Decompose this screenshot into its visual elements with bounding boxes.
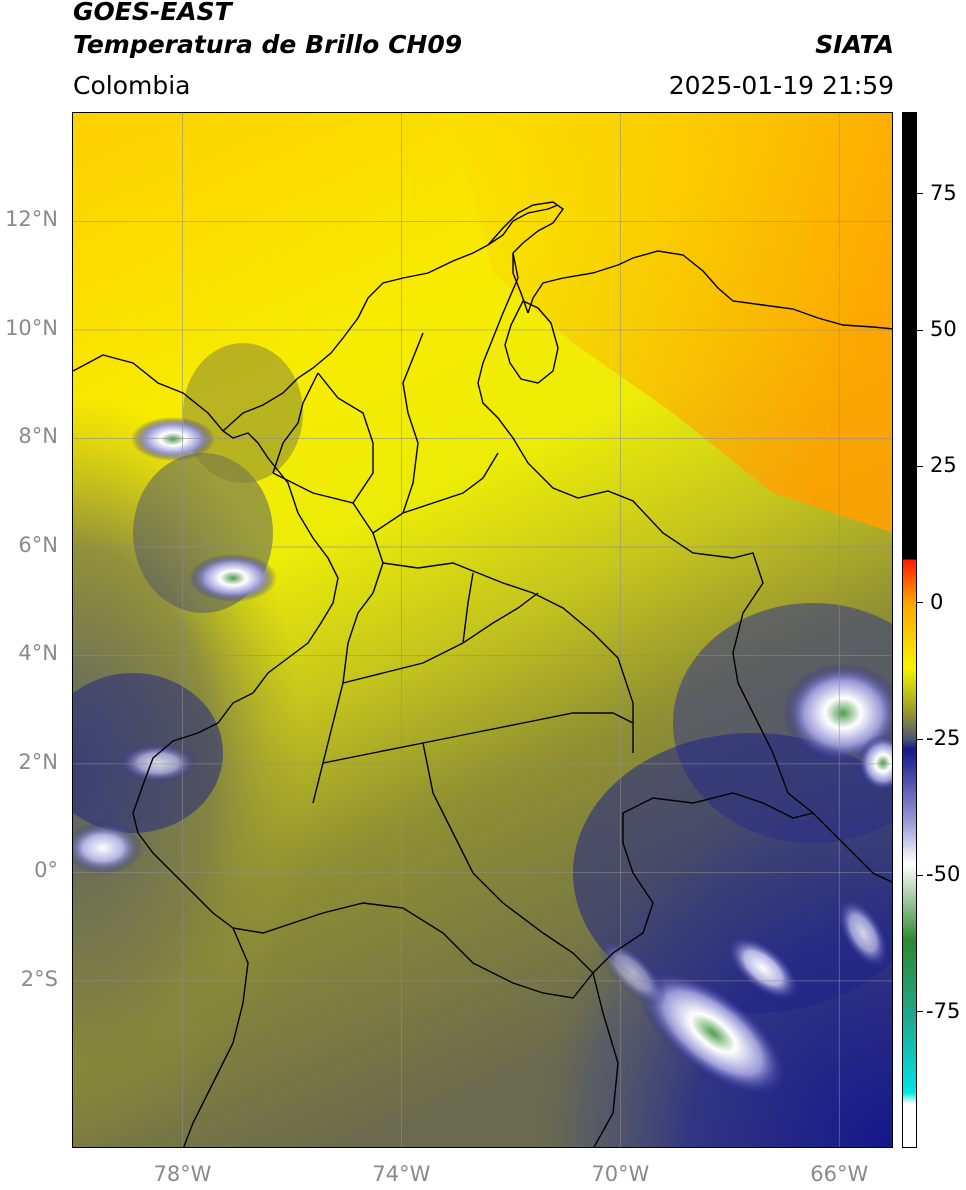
cloud-cells [73, 417, 892, 1097]
lat-tick-label: 10°N [5, 315, 58, 340]
colorbar-tick-label: -25 [926, 726, 961, 751]
venezuela-coast [527, 250, 892, 330]
lat-tick-label: 2°N [18, 749, 58, 774]
colorbar-tick [917, 193, 923, 195]
colombia-venezuela-border [477, 252, 814, 814]
lon-tick-label: 74°W [372, 1162, 431, 1186]
dept-line-5 [402, 332, 424, 514]
lat-tick-label: 8°N [18, 424, 58, 449]
lon-tick-label: 70°W [591, 1162, 650, 1186]
dept-line-1 [272, 472, 384, 804]
dept-line-8 [422, 742, 594, 974]
colorbar-tick-label: 50 [930, 317, 957, 342]
colorbar-tick-label: 75 [930, 180, 957, 205]
guajira [487, 201, 564, 314]
colorbar-tick [917, 1011, 923, 1013]
lat-tick-label: 6°N [18, 532, 58, 557]
dept-line-7 [322, 712, 634, 764]
colorbar-tick-label: 0 [930, 589, 944, 614]
region-label: Colombia [73, 71, 191, 100]
coastline [73, 354, 339, 929]
borders [73, 201, 892, 1147]
lake-maracaibo [504, 300, 559, 384]
colorbar-tick [917, 602, 923, 604]
lat-tick-label: 4°N [18, 641, 58, 666]
brand-label: SIATA [815, 30, 894, 59]
coastline-caribbean [222, 204, 559, 432]
dept-line-2 [372, 452, 499, 534]
dept-line-10 [462, 572, 474, 644]
colombia-ecuador-peru-border [232, 902, 594, 999]
temperature-colorbar [902, 112, 917, 1148]
colorbar-tick-label: 25 [930, 453, 957, 478]
dept-line-9 [272, 372, 319, 474]
lon-tick-label: 66°W [810, 1162, 869, 1186]
colorbar-tick-label: -75 [926, 998, 961, 1023]
colorbar-tick [917, 874, 923, 876]
ecuador-peru-border [183, 927, 249, 1147]
dept-line-4 [317, 372, 374, 504]
dept-line-3 [382, 562, 634, 753]
colorbar-tick [917, 738, 923, 740]
colombia-brazil-border [592, 792, 814, 1147]
satellite-title: GOES-EAST [73, 0, 232, 26]
colorbar-tick [917, 329, 923, 331]
brightness-temperature-map [72, 112, 893, 1148]
product-title: Temperatura de Brillo CH09 [73, 30, 463, 59]
lat-tick-label: 2°S [20, 966, 58, 991]
lat-tick-label: 0° [34, 858, 58, 883]
lat-tick-label: 12°N [5, 207, 58, 232]
lon-tick-label: 78°W [153, 1162, 212, 1186]
brazil-venezuela-border [812, 812, 892, 883]
gridlines [73, 113, 892, 1147]
colorbar-tick [917, 465, 923, 467]
datetime-label: 2025-01-19 21:59 [668, 71, 894, 100]
colorbar-tick-label: -50 [926, 862, 961, 887]
